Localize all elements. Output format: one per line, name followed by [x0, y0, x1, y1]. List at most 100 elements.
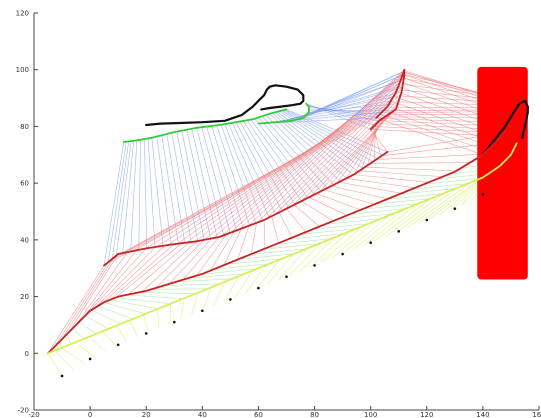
ray-line-red — [81, 250, 138, 319]
ray-line-blue — [191, 128, 218, 238]
ray-line-red — [95, 246, 156, 308]
ray-line-green — [238, 253, 295, 260]
ray-line-red — [155, 239, 205, 289]
ray-line-red — [212, 72, 404, 239]
ray-line-blue — [298, 71, 405, 120]
curve-green-hook — [257, 102, 310, 125]
ray-line-blue — [306, 104, 375, 126]
ray-line-green — [66, 334, 72, 345]
ray-line-yellow — [156, 309, 160, 329]
ray-line-red — [263, 219, 266, 249]
x-tick-label: 160 — [532, 411, 541, 418]
curve-point-black-dotted — [116, 343, 120, 347]
ray-line-red — [75, 251, 128, 326]
curve-black-top — [145, 84, 305, 127]
ray-line-red — [204, 75, 403, 241]
ray-line-red — [376, 153, 484, 160]
ray-line-green — [337, 213, 394, 220]
ray-line-green — [349, 208, 406, 215]
ray-line-blue — [239, 121, 289, 208]
ray-line-blue — [265, 114, 335, 185]
ray-line-red — [274, 88, 403, 215]
ray-line-yellow — [115, 325, 128, 342]
curve-point-black-dotted — [201, 309, 204, 313]
ray-line-red — [383, 109, 490, 147]
ray-line-green — [411, 183, 468, 190]
ray-line-red — [145, 99, 392, 249]
ray-line-red — [141, 241, 197, 292]
ray-line-red — [372, 126, 382, 157]
ray-line-green — [300, 228, 357, 235]
ray-line-red — [293, 204, 320, 227]
ray-line-red — [257, 77, 405, 223]
ray-line-green — [386, 193, 444, 200]
ray-line-yellow — [47, 353, 63, 377]
curve-point-black-dotted — [144, 332, 148, 335]
ray-line-blue — [274, 112, 354, 176]
curve-point-black-dotted — [172, 320, 176, 324]
y-tick-label: 0 — [25, 350, 29, 358]
ray-line-green — [213, 263, 270, 270]
ray-line-blue — [271, 112, 348, 179]
curve-point-black-dotted — [229, 298, 232, 301]
y-tick-label: 80 — [20, 123, 29, 131]
ray-line-blue — [111, 141, 130, 259]
ray-line-yellow — [74, 342, 95, 358]
ray-line-green — [91, 309, 121, 325]
ray-line-red — [387, 105, 494, 142]
ray-line-red — [250, 222, 257, 255]
ray-line-blue — [246, 120, 302, 202]
ray-line-green — [126, 294, 183, 300]
ray-line-blue — [161, 135, 179, 244]
obstacle-layer — [477, 66, 528, 280]
ray-line-yellow — [223, 275, 240, 303]
ray-line-red — [102, 245, 166, 304]
ray-line-red — [381, 142, 495, 157]
ray-line-red — [68, 253, 119, 333]
x-tick-label: -20 — [28, 411, 39, 418]
ray-line-yellow — [364, 203, 417, 246]
ray-line-red — [367, 121, 379, 166]
ray-line-red — [186, 81, 401, 243]
curve-yellow-lower — [47, 142, 518, 355]
ray-line-green — [424, 178, 481, 185]
ray-line-blue — [243, 120, 296, 205]
x-tick-label: 0 — [88, 411, 92, 418]
ray-line-blue — [196, 127, 224, 236]
ray-line-green — [97, 305, 134, 320]
ray-line-green — [262, 243, 320, 250]
curve-point-black-dotted — [88, 357, 92, 361]
curve-green-arc — [122, 108, 288, 143]
ray-line-blue — [211, 125, 244, 229]
curve-point-black-dotted — [313, 264, 316, 267]
ray-line-yellow — [212, 281, 226, 307]
ray-line-green — [362, 203, 419, 210]
ray-line-green — [139, 292, 196, 295]
ray-line-yellow — [54, 350, 74, 370]
ray-line-green — [287, 233, 344, 240]
ray-line-red — [223, 228, 242, 266]
curve-point-black-dotted — [285, 275, 288, 279]
ray-line-red — [221, 70, 405, 237]
ray-line-red — [177, 86, 399, 244]
ray-line-red — [346, 178, 416, 189]
ray-line-yellow — [256, 259, 281, 290]
ray-line-green — [399, 188, 456, 195]
ray-line-red — [353, 174, 429, 183]
ray-line-yellow — [234, 270, 253, 298]
curve-red-lower — [47, 131, 507, 355]
ray-line-red — [338, 181, 402, 194]
x-tick-label: 120 — [420, 411, 433, 418]
ray-line-red — [123, 107, 387, 254]
ray-line-yellow — [299, 237, 335, 272]
ray-line-red — [265, 82, 404, 220]
ray-line-yellow — [353, 209, 404, 250]
ray-line-red — [109, 243, 175, 301]
ray-line-green — [72, 328, 84, 340]
ray-line-red — [61, 257, 114, 340]
ray-line-blue — [235, 122, 283, 212]
ray-line-red — [286, 208, 307, 233]
ray-line-red — [196, 234, 227, 276]
ray-line-yellow — [331, 220, 376, 259]
